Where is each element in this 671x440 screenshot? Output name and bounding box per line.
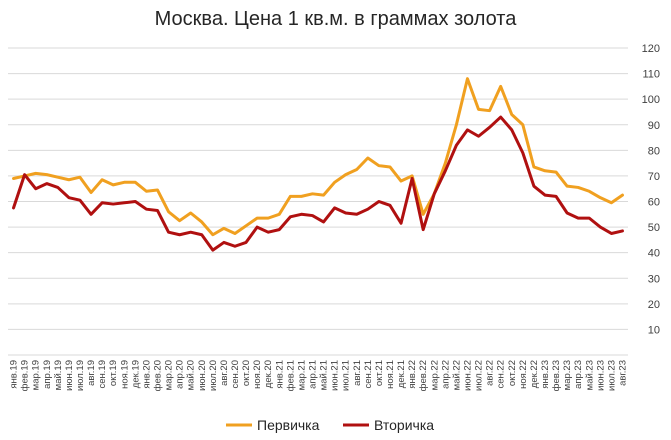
x-tick-label: май.19 [53,360,64,390]
x-tick-label: июл.23 [606,360,617,391]
y-tick-label: 50 [648,222,660,234]
x-tick-label: июл.19 [75,360,86,391]
x-tick-label: июн.19 [64,360,75,391]
x-tick-label: дек.20 [263,360,274,388]
y-tick-label: 60 [648,197,660,209]
x-tick-label: июл.20 [208,360,219,391]
x-tick-label: окт.22 [507,360,518,386]
series-line-Первичка [12,77,624,237]
x-tick-label: янв.22 [407,360,418,389]
x-tick-label: фев.22 [418,360,429,391]
series-line-Вторичка [12,115,624,252]
x-tick-label: апр.20 [175,360,186,389]
x-tick-label: авг.19 [86,360,97,386]
x-tick-label: авг.21 [352,360,363,386]
x-tick-label: фев.19 [20,360,31,391]
x-tick-label: июн.20 [197,360,208,391]
x-tick-label: май.21 [319,360,330,390]
y-tick-label: 80 [648,145,660,157]
x-tick-label: июл.22 [474,360,485,391]
x-tick-label: июн.22 [462,360,473,391]
x-tick-label: фев.21 [285,360,296,391]
chart-title: Москва. Цена 1 кв.м. в граммах золота [154,8,517,30]
x-tick-label: апр.19 [42,360,53,389]
x-tick-label: дек.21 [396,360,407,388]
y-tick-label: 90 [648,120,660,132]
x-tick-label: окт.19 [108,360,119,386]
x-tick-label: янв.19 [9,360,20,389]
x-tick-label: апр.21 [307,360,318,389]
x-tick-label: дек.19 [130,360,141,388]
x-tick-label: май.22 [451,360,462,390]
x-tick-label: янв.23 [540,360,551,389]
legend-label: Первичка [257,417,320,433]
x-tick-label: окт.21 [374,360,385,386]
legend-label: Вторичка [374,417,434,433]
x-tick-label: окт.20 [241,360,252,386]
x-tick-label: сен.22 [496,360,507,389]
x-axis-ticks: янв.19 фев.19 мар.19 апр.19 май.19 июн.19 июл.… [9,360,629,391]
y-tick-label: 20 [648,299,660,311]
x-tick-label: апр.22 [440,360,451,389]
series-lines [12,77,624,252]
legend: Первичка Вторичка [226,417,434,433]
x-tick-label: мар.21 [296,360,307,390]
y-tick-label: 100 [642,94,660,106]
x-tick-label: ноя.19 [119,360,130,389]
x-tick-label: авг.23 [617,360,628,386]
x-tick-label: ноя.20 [252,360,263,389]
y-tick-label: 10 [648,324,660,336]
y-tick-label: 70 [648,171,660,183]
x-tick-label: мар.20 [164,360,175,390]
x-tick-label: сен.20 [230,360,241,389]
y-tick-label: 120 [642,43,660,55]
x-tick-label: июн.23 [595,360,606,391]
x-tick-label: авг.22 [485,360,496,386]
gridlines [8,47,628,356]
x-tick-label: сен.21 [363,360,374,389]
x-tick-label: сен.19 [97,360,108,389]
x-tick-label: мар.22 [429,360,440,390]
y-axis-ticks: 10 20 30 40 50 60 70 80 90 100 110 120 [642,43,660,336]
x-tick-label: авг.20 [219,360,230,386]
y-tick-label: 110 [642,69,660,81]
y-tick-label: 40 [648,248,660,260]
x-tick-label: мар.19 [31,360,42,390]
x-tick-label: апр.23 [573,360,584,389]
x-tick-label: июл.21 [341,360,352,391]
y-tick-label: 30 [648,273,660,285]
x-tick-label: дек.22 [529,360,540,388]
x-tick-label: ноя.22 [518,360,529,389]
x-tick-label: фев.23 [551,360,562,391]
x-tick-label: май.23 [584,360,595,390]
x-tick-label: ноя.21 [385,360,396,389]
x-tick-label: май.20 [186,360,197,390]
x-tick-label: июн.21 [330,360,341,391]
x-tick-label: янв.21 [274,360,285,389]
x-tick-label: мар.23 [562,360,573,390]
x-tick-label: янв.20 [141,360,152,389]
x-tick-label: фев.20 [152,360,163,391]
